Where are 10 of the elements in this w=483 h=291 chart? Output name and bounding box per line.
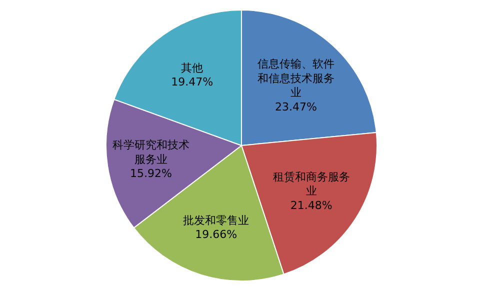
data-label: 19.66% (195, 228, 238, 242)
slice-label: 信息传输、软件和信息技术服务业 (257, 58, 334, 100)
slice-label: 租赁和商务服务业 (272, 170, 350, 198)
data-label: 21.48% (290, 198, 332, 212)
slice-label: 批发和零售业 (183, 214, 250, 227)
slice-label: 科学研究和技术服务业 (112, 138, 190, 166)
slice-label: 其他 (181, 61, 204, 74)
data-label: 23.47% (275, 100, 317, 114)
data-label: 19.47% (171, 76, 214, 89)
data-label: 15.92% (130, 167, 172, 180)
